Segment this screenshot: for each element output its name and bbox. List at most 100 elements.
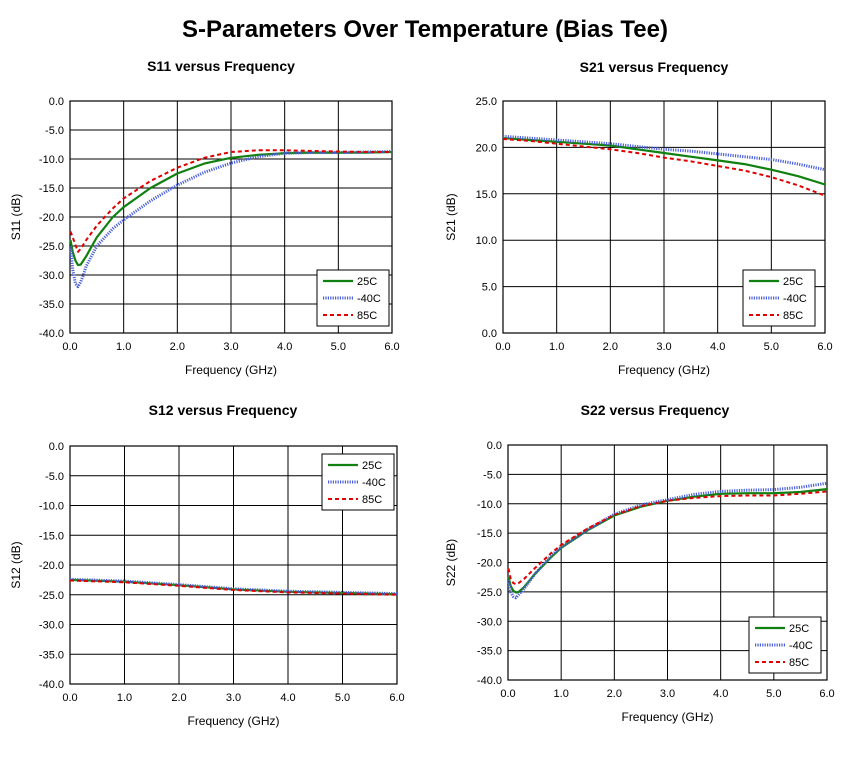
x-tick-label: 6.0 [384, 341, 399, 353]
x-tick-label: 4.0 [280, 692, 295, 704]
x-tick-label: 5.0 [331, 341, 346, 353]
y-tick-label: -5.0 [45, 471, 64, 483]
x-axis-label: Frequency (GHz) [187, 714, 279, 728]
chart-panel-4: S22 versus Frequency 0.0 1.0 2.0 3.0 4.0 5.0 6.… [444, 402, 835, 724]
series-line-25C [502, 137, 826, 186]
y-tick-label: -30.0 [477, 616, 502, 628]
y-tick-label: -35.0 [39, 299, 64, 311]
y-tick-label: 0.0 [487, 440, 502, 452]
legend-label: 25C [789, 623, 809, 635]
x-tick-label: 4.0 [713, 688, 728, 700]
y-tick-label: 25.0 [476, 96, 497, 108]
y-tick-label: -20.0 [477, 558, 502, 570]
y-tick-label: 0.0 [482, 328, 497, 340]
x-tick-label: 4.0 [277, 341, 292, 353]
y-tick-label: -10.0 [477, 499, 502, 511]
legend-label: 25C [357, 276, 377, 288]
series-line-85C [69, 579, 398, 596]
y-tick-label: -5.0 [483, 469, 502, 481]
x-tick-label: 6.0 [819, 688, 834, 700]
plot-area-frame [502, 100, 826, 334]
y-tick-label: -25.0 [477, 587, 502, 599]
x-tick-label: 1.0 [549, 341, 564, 353]
y-tick-label: -40.0 [39, 679, 64, 691]
legend-label: -40C [789, 640, 813, 652]
x-axis-label: Frequency (GHz) [618, 363, 710, 377]
x-tick-label: 6.0 [817, 341, 832, 353]
legend-label: 25C [362, 460, 382, 472]
legend-label: 85C [362, 494, 382, 506]
x-tick-label: 2.0 [170, 341, 185, 353]
legend: 25C -40C 85C [748, 616, 822, 674]
x-tick-label: 3.0 [223, 341, 238, 353]
series-line-25C [69, 150, 393, 267]
y-axis-label: S11 (dB) [9, 194, 23, 240]
y-tick-label: -20.0 [39, 560, 64, 572]
legend-label: 85C [783, 310, 803, 322]
y-tick-label: -25.0 [39, 590, 64, 602]
legend: 25C -40C 85C [316, 269, 390, 327]
x-tick-label: 3.0 [226, 692, 241, 704]
y-tick-label: -25.0 [39, 241, 64, 253]
series-line-minus40C [502, 134, 826, 172]
x-tick-label: 0.0 [495, 341, 510, 353]
x-axis-label: Frequency (GHz) [621, 710, 713, 724]
y-tick-label: -15.0 [39, 530, 64, 542]
y-axis-label: S22 (dB) [444, 539, 458, 586]
legend: 25C -40C 85C [742, 269, 816, 327]
chart-title: S21 versus Frequency [580, 59, 729, 75]
x-tick-label: 3.0 [660, 688, 675, 700]
legend-label: -40C [783, 293, 807, 305]
y-axis-label: S21 (dB) [444, 193, 458, 240]
series-line-85C [507, 490, 828, 586]
x-tick-label: 4.0 [710, 341, 725, 353]
x-tick-label: 0.0 [62, 692, 77, 704]
plot-area-frame [69, 100, 393, 334]
x-tick-label: 0.0 [500, 688, 515, 700]
series-line-minus40C [507, 481, 828, 600]
y-axis-label: S12 (dB) [9, 541, 23, 588]
x-tick-label: 2.0 [607, 688, 622, 700]
x-tick-label: 2.0 [171, 692, 186, 704]
x-tick-label: 0.0 [62, 341, 77, 353]
legend: 25C -40C 85C [321, 453, 395, 511]
x-tick-label: 5.0 [335, 692, 350, 704]
x-tick-label: 6.0 [389, 692, 404, 704]
y-tick-label: -15.0 [39, 183, 64, 195]
y-tick-label: -5.0 [45, 125, 64, 137]
y-tick-label: 10.0 [476, 235, 497, 247]
y-tick-label: -30.0 [39, 620, 64, 632]
plot-area-frame [69, 445, 398, 685]
series-line-minus40C [69, 150, 393, 289]
page-title: S-Parameters Over Temperature (Bias Tee) [182, 16, 668, 43]
y-tick-label: -35.0 [477, 646, 502, 658]
series-line-85C [502, 138, 826, 197]
series-line-85C [69, 149, 392, 253]
x-axis-label: Frequency (GHz) [185, 363, 277, 377]
legend-label: 85C [357, 310, 377, 322]
y-tick-label: -30.0 [39, 270, 64, 282]
series-line-minus40C [69, 577, 398, 596]
chart-title: S11 versus Frequency [147, 58, 295, 74]
chart-panel-3: S12 versus Frequency 0.0 1.0 2.0 3.0 4.0 5.0 6.… [9, 402, 405, 728]
x-tick-label: 2.0 [603, 341, 618, 353]
y-tick-label: -10.0 [39, 154, 64, 166]
legend-label: 85C [789, 657, 809, 669]
x-tick-label: 3.0 [656, 341, 671, 353]
legend-label: -40C [362, 477, 386, 489]
chart-title: S12 versus Frequency [149, 402, 298, 418]
y-tick-label: 20.0 [476, 142, 497, 154]
chart-panel-1: S11 versus Frequency 0.0 1.0 2.0 3.0 4.0 5.0 6.… [9, 58, 400, 377]
legend-label: -40C [357, 293, 381, 305]
y-tick-label: -40.0 [477, 675, 502, 687]
y-tick-label: -20.0 [39, 212, 64, 224]
y-tick-label: -15.0 [477, 528, 502, 540]
legend-label: 25C [783, 276, 803, 288]
plot-area-frame [507, 444, 828, 681]
x-tick-label: 1.0 [554, 688, 569, 700]
y-tick-label: 0.0 [49, 441, 64, 453]
chart-title: S22 versus Frequency [581, 402, 730, 418]
y-tick-label: -40.0 [39, 328, 64, 340]
y-tick-label: 5.0 [482, 282, 497, 294]
